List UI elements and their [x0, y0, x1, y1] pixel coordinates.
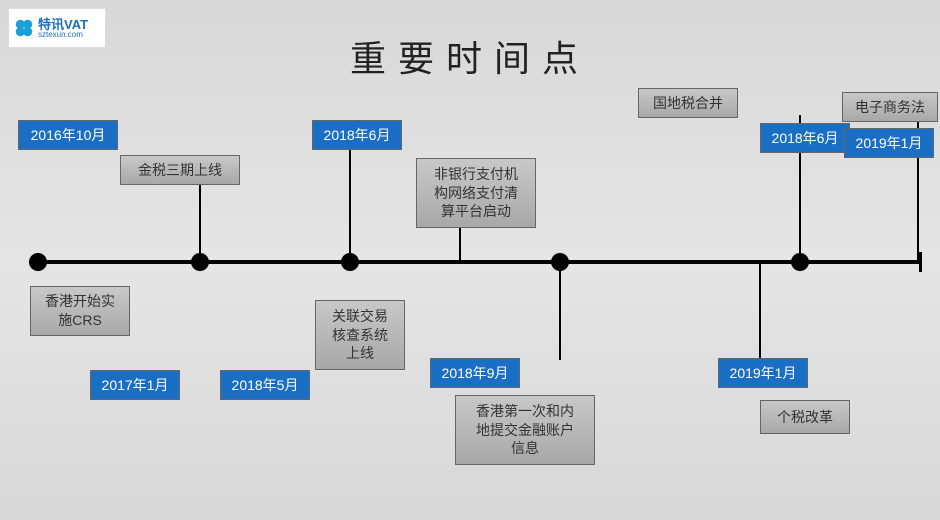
date-label: 2019年1月 [718, 358, 808, 388]
page-title: 重要时间点 [0, 30, 940, 82]
connector-line [349, 148, 351, 260]
connector-line [759, 262, 761, 360]
timeline-end-tick [919, 252, 922, 272]
date-label: 2017年1月 [90, 370, 180, 400]
event-label: 非银行支付机 构网络支付清 算平台启动 [416, 158, 536, 228]
date-label: 2018年6月 [760, 123, 850, 153]
event-label: 关联交易 核查系统 上线 [315, 300, 405, 370]
connector-line [199, 180, 201, 260]
logo-main-text: 特讯VAT [38, 18, 88, 31]
date-label: 2019年1月 [844, 128, 934, 158]
date-label: 2018年6月 [312, 120, 402, 150]
event-label: 国地税合并 [638, 88, 738, 118]
date-label: 2018年5月 [220, 370, 310, 400]
event-label: 电子商务法 [842, 92, 938, 122]
timeline-axis [30, 260, 922, 264]
event-label: 香港第一次和内 地提交金融账户 信息 [455, 395, 595, 465]
date-label: 2016年10月 [18, 120, 118, 150]
date-label: 2018年9月 [430, 358, 520, 388]
event-label: 金税三期上线 [120, 155, 240, 185]
timeline-node [29, 253, 47, 271]
event-label: 个税改革 [760, 400, 850, 434]
connector-line [559, 262, 561, 360]
event-label: 香港开始实 施CRS [30, 286, 130, 336]
